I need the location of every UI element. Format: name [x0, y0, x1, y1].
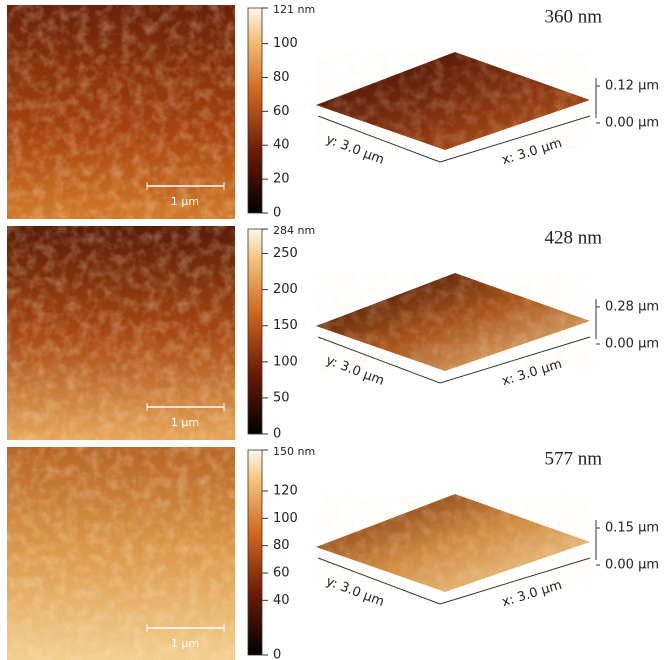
- figure: 1 µm121 nm100806040200360 nmy: 3.0 µmx: …: [0, 0, 667, 660]
- colorbar-max-label: 121 nm: [273, 3, 315, 16]
- colorbar-tick-label: 0: [273, 648, 281, 660]
- afm-texture: [7, 5, 235, 219]
- panel-title: 428 nm: [544, 227, 602, 248]
- z-tick-label: 0.00 µm: [605, 116, 659, 131]
- colorbar-max-label: 150 nm: [273, 445, 315, 458]
- colorbar-tick-label: 20: [273, 172, 290, 187]
- colorbar: [248, 450, 262, 655]
- colorbar-tick-label: 50: [273, 390, 290, 405]
- scale-bar-label: 1 µm: [171, 195, 199, 208]
- panel-title: 577 nm: [544, 448, 602, 469]
- colorbar-tick-label: 200: [273, 282, 298, 297]
- colorbar: [248, 8, 262, 213]
- colorbar-tick-label: 80: [273, 70, 290, 85]
- colorbar-tick-label: 60: [273, 104, 290, 119]
- z-tick-label: 0.00 µm: [605, 337, 659, 352]
- y-axis-label: y: 3.0 µm: [324, 574, 386, 610]
- colorbar-tick-label: 100: [273, 511, 298, 526]
- colorbar: [248, 229, 262, 434]
- colorbar-tick-label: 100: [273, 36, 298, 51]
- colorbar-tick-label: 80: [273, 538, 290, 553]
- colorbar-max-label: 284 nm: [273, 224, 315, 237]
- z-tick-label: 0.12 µm: [605, 79, 659, 94]
- colorbar-tick-label: 0: [273, 427, 281, 442]
- surface-texture: [316, 273, 590, 371]
- colorbar-tick-label: 150: [273, 318, 298, 333]
- z-tick-label: 0.00 µm: [605, 558, 659, 573]
- y-axis-label: y: 3.0 µm: [324, 132, 386, 168]
- colorbar-tick-label: 40: [273, 138, 290, 153]
- y-axis-label: y: 3.0 µm: [324, 353, 386, 389]
- z-tick-label: 0.15 µm: [605, 521, 659, 536]
- surface-texture: [316, 494, 590, 592]
- colorbar-tick-label: 250: [273, 246, 298, 261]
- surface-texture: [316, 52, 590, 150]
- colorbar-tick-label: 0: [273, 206, 281, 221]
- z-tick-label: 0.28 µm: [605, 300, 659, 315]
- colorbar-tick-label: 40: [273, 593, 290, 608]
- colorbar-tick-label: 100: [273, 354, 298, 369]
- colorbar-tick-label: 60: [273, 566, 290, 581]
- scale-bar-label: 1 µm: [171, 416, 199, 429]
- panel-title: 360 nm: [544, 6, 602, 27]
- colorbar-tick-label: 120: [273, 484, 298, 499]
- scale-bar-label: 1 µm: [171, 637, 199, 650]
- afm-texture: [7, 226, 235, 440]
